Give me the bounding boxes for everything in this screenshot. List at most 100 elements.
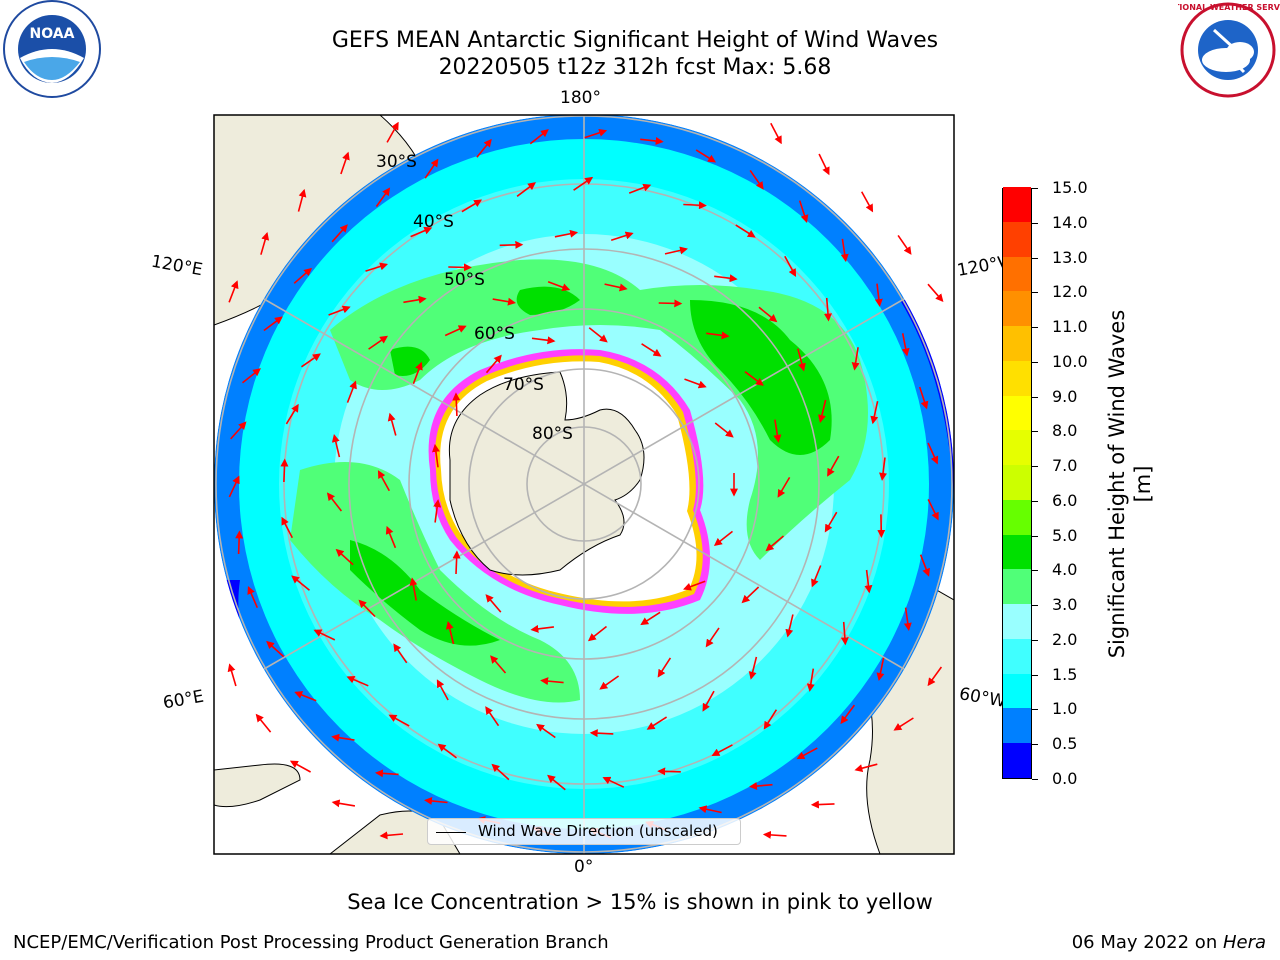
wave-direction-arrow (491, 763, 510, 781)
wave-direction-arrow (228, 280, 239, 303)
wave-direction-arrow (444, 325, 467, 337)
wave-direction-arrow (297, 188, 307, 212)
colorbar-tick-label: 1.5 (1031, 665, 1077, 684)
wave-direction-arrow (335, 548, 354, 566)
colorbar-segment (1003, 290, 1031, 327)
wave-direction-arrow (741, 586, 760, 604)
wave-direction-arrow (588, 327, 608, 343)
wave-direction-arrow (874, 283, 883, 307)
wave-direction-arrow (255, 713, 272, 733)
noaa-logo-text: NOAA (30, 26, 75, 42)
colorbar-tick-label: 4.0 (1031, 560, 1077, 579)
colorbar (1002, 186, 1032, 779)
wave-direction-arrow (452, 392, 461, 417)
colorbar-tick-label: 15.0 (1032, 178, 1088, 197)
wave-direction-arrow (749, 782, 773, 791)
wave-direction-arrow (599, 675, 620, 690)
colorbar-tick-label: 0.0 (1031, 769, 1077, 788)
wave-direction-arrow (377, 470, 391, 492)
wave-direction-arrow (554, 229, 579, 238)
wave-direction-arrow (340, 151, 350, 175)
lat-label-40s: 40°S (413, 212, 454, 232)
wave-direction-arrow (711, 744, 733, 756)
wave-direction-arrow (706, 331, 730, 340)
wave-direction-arrow (235, 530, 244, 555)
colorbar-segment (1003, 638, 1031, 674)
wave-direction-arrow (485, 706, 500, 727)
lat-label-70s: 70°S (503, 375, 544, 395)
wave-direction-arrow (877, 514, 886, 538)
lat-label-60s: 60°S (474, 324, 515, 344)
wave-direction-arrow (876, 657, 885, 681)
colorbar-tick-label: 1.0 (1031, 699, 1077, 718)
wave-direction-arrow (777, 476, 791, 498)
wave-direction-arrow (365, 262, 389, 272)
wave-direction-arrow (664, 246, 688, 255)
wave-direction-arrow (702, 690, 715, 712)
wave-direction-arrow (628, 183, 652, 194)
wave-direction-arrow (714, 422, 734, 438)
wave-direction-arrow (770, 122, 782, 145)
wave-direction-arrow (796, 747, 818, 760)
sea-ice-caption: Sea Ice Concentration > 15% is shown in … (347, 890, 933, 914)
lon-label-180: 180° (560, 88, 601, 108)
wave-direction-arrow (293, 267, 313, 284)
legend-line-symbol (436, 832, 466, 833)
colorbar-segment (1003, 464, 1031, 500)
wave-direction-arrow (301, 353, 321, 368)
lat-label-30s: 30°S (376, 152, 417, 172)
wave-direction-arrow (228, 475, 240, 498)
colorbar-segment (1003, 603, 1031, 639)
wave-direction-arrow (840, 238, 849, 263)
wave-direction-arrow (758, 306, 778, 323)
wave-direction-arrow (784, 255, 797, 278)
wave-direction-arrow (424, 158, 439, 179)
map-frame (213, 114, 955, 855)
wave-direction-arrow (646, 716, 668, 730)
wave-direction-arrow (379, 831, 404, 840)
wave-direction-arrow (227, 663, 237, 687)
wave-direction-arrow (260, 231, 270, 255)
wave-direction-arrow (461, 199, 483, 213)
wave-direction-arrow (604, 283, 628, 292)
map-legend: Wind Wave Direction (unscaled) (427, 818, 741, 845)
wave-direction-arrow (713, 530, 733, 546)
wave-direction-arrow (393, 643, 408, 664)
footer-host: Hera (1222, 932, 1266, 953)
wave-direction-arrow (386, 121, 399, 143)
colorbar-segment (1003, 395, 1031, 431)
wave-direction-arrow (368, 335, 389, 350)
wave-direction-arrow (806, 668, 815, 692)
wave-direction-arrow (388, 714, 410, 727)
wave-direction-arrow (403, 295, 427, 304)
colorbar-tick-label: 3.0 (1031, 595, 1077, 614)
colorbar-tick-label: 5.0 (1031, 526, 1077, 545)
wave-direction-arrow (346, 380, 357, 403)
wave-direction-arrow (485, 354, 502, 374)
nws-logo: NATIONAL WEATHER SERVICE (1178, 2, 1280, 98)
wave-direction-arrow (657, 767, 681, 776)
wave-direction-arrow (452, 550, 461, 575)
wave-direction-arrow (927, 499, 939, 521)
wave-direction-arrow (409, 577, 418, 601)
colorbar-tick-label: 10.0 (1032, 352, 1088, 371)
wave-direction-arrow (547, 774, 566, 791)
wave-direction-arrow (810, 800, 835, 809)
colorbar-tick-label: 11.0 (1032, 317, 1088, 336)
colorbar-tick-label: 7.0 (1031, 456, 1077, 475)
wave-direction-arrow (536, 723, 556, 739)
wave-direction-arrow (530, 624, 555, 633)
wave-direction-arrow (230, 421, 247, 440)
colorbar-segment (1003, 186, 1031, 222)
wave-direction-arrow (735, 224, 756, 238)
antarctica (448, 371, 645, 576)
wave-direction-arrow (893, 717, 914, 731)
wave-direction-arrow (823, 297, 832, 322)
lat-label-80s: 80°S (532, 424, 573, 444)
wave-direction-arrow (433, 499, 442, 523)
wave-direction-arrow (927, 666, 943, 687)
footer-date: 06 May 2022 on Hera (1072, 932, 1266, 953)
colorbar-tick-label: 0.5 (1031, 734, 1077, 753)
wave-direction-arrow (485, 594, 502, 613)
